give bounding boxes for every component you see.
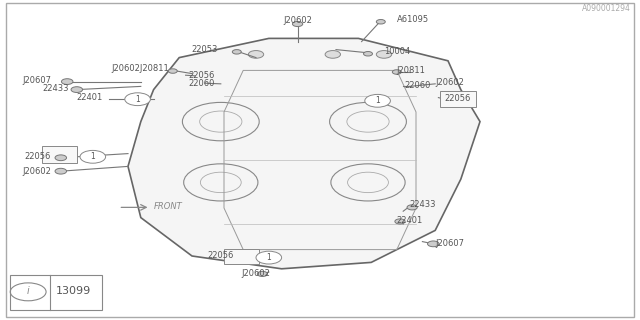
FancyBboxPatch shape bbox=[42, 146, 77, 163]
Circle shape bbox=[365, 94, 390, 107]
Text: 1: 1 bbox=[90, 152, 95, 161]
Text: i: i bbox=[27, 285, 29, 296]
Text: J20811: J20811 bbox=[397, 66, 426, 75]
Circle shape bbox=[428, 241, 439, 247]
Text: J20607: J20607 bbox=[22, 76, 51, 84]
Text: 1: 1 bbox=[266, 253, 271, 262]
Circle shape bbox=[80, 150, 106, 163]
FancyBboxPatch shape bbox=[224, 249, 259, 264]
Text: 22433: 22433 bbox=[43, 84, 69, 92]
Text: 1: 1 bbox=[375, 96, 380, 105]
Text: 22053: 22053 bbox=[191, 45, 218, 54]
Text: 22056: 22056 bbox=[25, 152, 51, 161]
Circle shape bbox=[376, 51, 392, 58]
Text: 22401: 22401 bbox=[76, 93, 102, 102]
Text: J20602: J20602 bbox=[22, 167, 51, 176]
Circle shape bbox=[232, 50, 241, 54]
Polygon shape bbox=[128, 38, 480, 269]
Text: 13099: 13099 bbox=[56, 285, 92, 296]
Text: J20602: J20602 bbox=[241, 269, 271, 278]
Text: 22056: 22056 bbox=[189, 71, 215, 80]
Circle shape bbox=[71, 87, 83, 92]
Text: J20602J20811: J20602J20811 bbox=[112, 64, 170, 73]
Text: 22056: 22056 bbox=[445, 94, 471, 103]
Text: 22060: 22060 bbox=[188, 79, 214, 88]
Circle shape bbox=[395, 219, 405, 224]
Text: J20602: J20602 bbox=[435, 78, 464, 87]
Text: A090001294: A090001294 bbox=[582, 4, 630, 13]
Circle shape bbox=[55, 155, 67, 161]
Circle shape bbox=[407, 205, 417, 210]
Circle shape bbox=[325, 51, 340, 58]
Circle shape bbox=[257, 271, 268, 276]
Circle shape bbox=[364, 52, 372, 56]
Text: 22401: 22401 bbox=[397, 216, 423, 225]
Text: 1: 1 bbox=[135, 95, 140, 104]
Circle shape bbox=[61, 79, 73, 84]
Text: 10004: 10004 bbox=[384, 47, 410, 56]
Circle shape bbox=[292, 21, 303, 27]
Circle shape bbox=[256, 251, 282, 264]
Circle shape bbox=[376, 20, 385, 24]
Circle shape bbox=[248, 51, 264, 58]
FancyBboxPatch shape bbox=[440, 91, 476, 107]
Circle shape bbox=[125, 93, 150, 106]
Text: J20607: J20607 bbox=[435, 239, 464, 248]
Circle shape bbox=[392, 70, 401, 74]
Circle shape bbox=[55, 168, 67, 174]
Circle shape bbox=[168, 69, 177, 73]
Text: 22056: 22056 bbox=[207, 252, 234, 260]
Text: J20602: J20602 bbox=[283, 16, 312, 25]
Text: 22433: 22433 bbox=[410, 200, 436, 209]
Text: A61095: A61095 bbox=[397, 15, 429, 24]
Text: 22060: 22060 bbox=[404, 81, 431, 90]
Text: FRONT: FRONT bbox=[154, 202, 182, 211]
